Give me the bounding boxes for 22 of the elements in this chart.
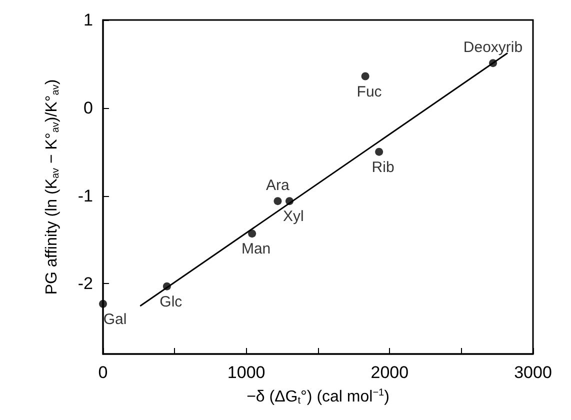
annotation: Xyl [283,208,304,226]
point [274,197,282,206]
y-tick-label: -1 [78,186,93,206]
annotation: Glc [160,293,183,310]
x-tick-label: 1000 [227,363,266,382]
point [375,148,384,156]
x-tick-label: 2000 [370,363,409,382]
y-axis-title: PG affinity (ln (Kav − K°av)/K°av) [44,79,62,295]
y-tick-label: 0 [84,98,93,118]
annotation: Fuc [356,83,382,100]
annotation: Rib [372,158,394,176]
point [248,230,256,238]
annotation: Gal [103,310,127,328]
y-tick-label: 1 [84,10,93,30]
y-tick-label: -2 [78,274,93,294]
point [99,300,107,308]
annotation: Ara [266,177,290,194]
x-tick-label: 0 [98,363,108,382]
annotation: Man [241,240,271,258]
point [361,72,370,80]
annotation: Deoxyrib [463,39,523,56]
x-tick-label: 3000 [514,363,552,382]
